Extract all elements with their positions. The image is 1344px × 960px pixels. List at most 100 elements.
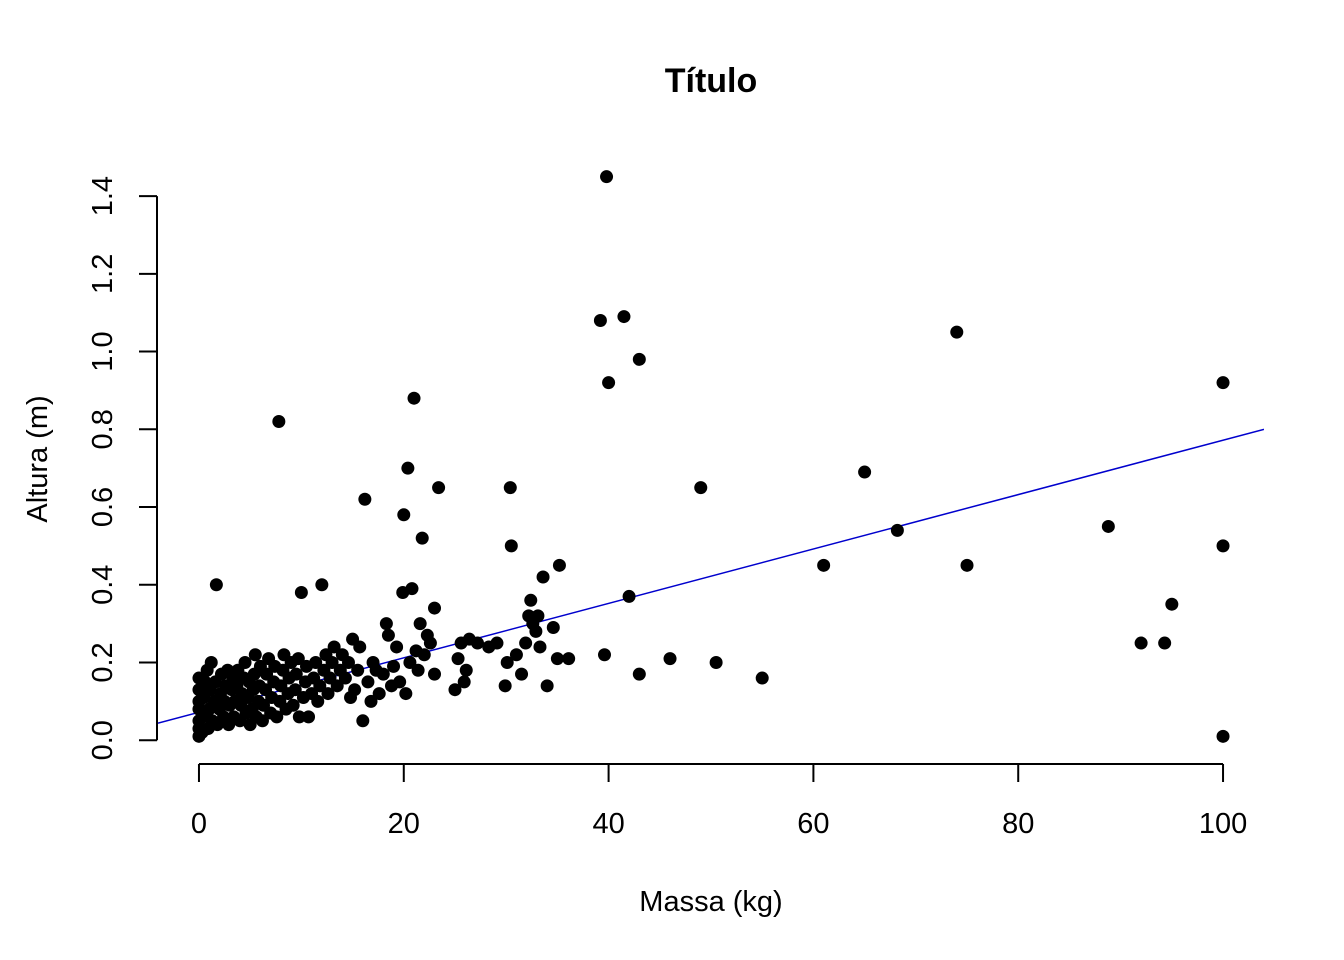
scatter-point — [379, 617, 393, 631]
scatter-point — [950, 325, 964, 339]
scatter-point — [288, 683, 302, 697]
y-axis: 0.0 0.2 0.4 0.6 0.8 1.0 1.2 1.4 — [87, 176, 158, 760]
scatter-point — [325, 655, 339, 669]
x-tick-label: 20 — [388, 808, 420, 840]
x-tick-label: 60 — [797, 808, 829, 840]
y-tick-label: 0.0 — [87, 720, 119, 760]
y-tick-label: 1.4 — [87, 176, 119, 216]
scatter-point — [321, 687, 335, 701]
y-tick-label: 0.4 — [87, 565, 119, 605]
scatter-point — [399, 687, 413, 701]
scatter-point — [364, 694, 378, 708]
scatter-point — [1216, 539, 1230, 553]
scatter-point — [327, 640, 341, 654]
scatter-point — [1101, 519, 1115, 533]
scatter-point — [309, 655, 323, 669]
scatter-point — [390, 640, 404, 654]
scatter-point — [292, 710, 306, 724]
scatter-point — [315, 578, 329, 592]
scatter-point — [311, 694, 325, 708]
scatter-point — [401, 461, 415, 475]
scatter-point — [313, 679, 327, 693]
scatter-point — [622, 589, 636, 603]
scatter-point — [348, 683, 362, 697]
scatter-point — [411, 663, 425, 677]
scatter-point — [817, 558, 831, 572]
scatter-point — [387, 659, 401, 673]
scatter-point — [457, 675, 471, 689]
scatter-point — [536, 570, 550, 584]
scatter-point — [294, 586, 308, 600]
y-tick-label: 0.6 — [87, 487, 119, 527]
scatter-point — [432, 481, 446, 495]
scatter-point — [1216, 729, 1230, 743]
scatter-point — [405, 582, 419, 596]
scatter-point — [358, 492, 372, 506]
y-tick-label: 1.2 — [87, 254, 119, 294]
scatter-point — [255, 714, 269, 728]
scatter-point — [376, 667, 390, 681]
scatter-point — [498, 679, 512, 693]
x-tick-label: 0 — [191, 808, 207, 840]
scatter-point — [248, 648, 262, 662]
scatter-point — [602, 376, 616, 390]
scatter-point — [490, 636, 504, 650]
scatter-point — [546, 621, 560, 635]
scatter-point — [1158, 636, 1172, 650]
scatter-point — [289, 667, 303, 681]
scatter-point — [451, 652, 465, 666]
scatter-point — [663, 652, 677, 666]
scatter-point — [617, 310, 631, 324]
scatter-point — [519, 636, 533, 650]
x-tick-label: 80 — [1002, 808, 1034, 840]
scatter-point — [531, 609, 545, 623]
scatter-point — [403, 655, 417, 669]
scatter-point — [632, 667, 646, 681]
scatter-point — [597, 648, 611, 662]
scatter-point — [393, 675, 407, 689]
scatter-point — [448, 683, 462, 697]
scatter-point — [503, 481, 517, 495]
plot-region — [158, 170, 1264, 743]
scatter-point — [407, 391, 421, 405]
scatter-point — [709, 655, 723, 669]
scatter-point — [397, 508, 411, 522]
scatter-point — [351, 663, 365, 677]
scatter-point — [593, 313, 607, 327]
scatter-point — [338, 671, 352, 685]
scatter-point — [361, 675, 375, 689]
scatter-point — [600, 170, 614, 184]
scatter-point — [890, 523, 904, 537]
scatter-point — [272, 415, 286, 429]
scatter-point — [509, 648, 523, 662]
scatter-point — [270, 710, 284, 724]
scatter-point — [413, 617, 427, 631]
y-tick-label: 0.2 — [87, 642, 119, 682]
scatter-point — [533, 640, 547, 654]
scatter-point — [415, 531, 429, 545]
scatter-point — [755, 671, 769, 685]
y-tick-label: 0.8 — [87, 409, 119, 449]
scatter-point — [562, 652, 576, 666]
scatter-point — [204, 655, 218, 669]
scatter-point — [428, 601, 441, 615]
scatter-point — [471, 636, 485, 650]
scatter-point — [1216, 376, 1230, 390]
scatter-point — [552, 558, 566, 572]
x-axis: 0 20 40 60 80 100 — [191, 763, 1247, 840]
scatter-point — [960, 558, 974, 572]
scatter-point — [459, 663, 473, 677]
scatter-point — [515, 667, 529, 681]
scatter-point — [291, 652, 305, 666]
scatter-point — [504, 539, 518, 553]
scatter-point — [529, 624, 543, 638]
scatter-point — [1134, 636, 1148, 650]
scatter-point — [381, 628, 395, 642]
scatter-point — [694, 481, 708, 495]
scatter-point — [353, 640, 367, 654]
scatter-point — [632, 352, 646, 366]
scatter-point — [209, 578, 223, 592]
y-tick-label: 1.0 — [87, 331, 119, 371]
scatter-point — [540, 679, 554, 693]
